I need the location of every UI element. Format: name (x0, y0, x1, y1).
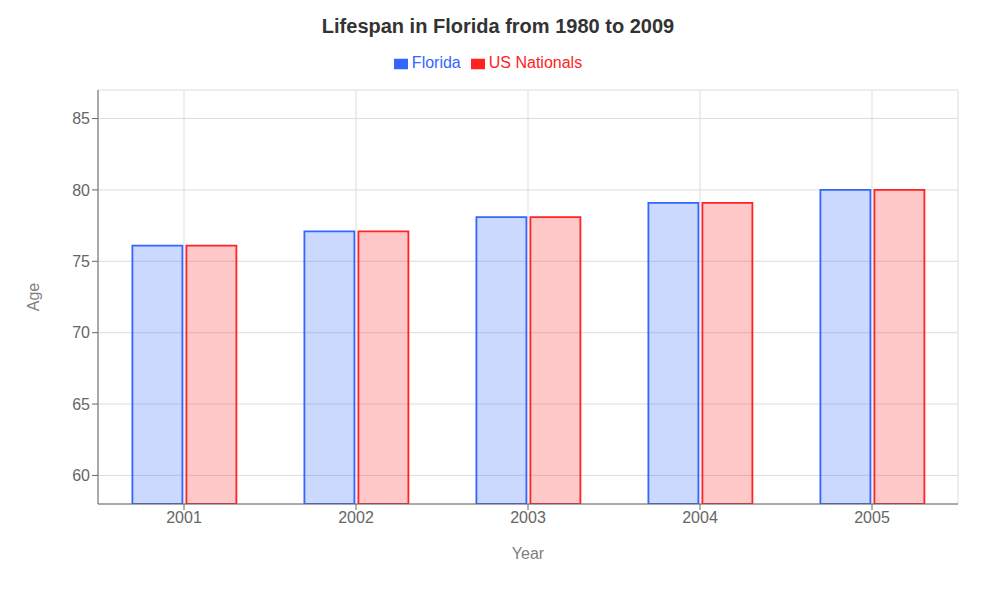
svg-text:2003: 2003 (510, 509, 546, 526)
svg-text:85: 85 (72, 110, 90, 127)
html-text:Lifespan in Florida from 1980: Lifespan in Florida from 1980 to 2009 (321, 15, 675, 37)
html-text:Florida: Florida (411, 54, 461, 71)
svg-text:70: 70 (72, 324, 90, 341)
svg-text:2001: 2001 (166, 509, 202, 526)
svg-text:75: 75 (72, 253, 90, 270)
svg-text:Age: Age (25, 283, 42, 312)
svg-text:80: 80 (72, 182, 90, 199)
svg-text:2002: 2002 (338, 509, 374, 526)
html-text:US Nationals: US Nationals (488, 54, 583, 71)
svg-text:65: 65 (72, 396, 90, 413)
svg-text:2004: 2004 (682, 509, 718, 526)
svg-text:2005: 2005 (854, 509, 890, 526)
svg-text:60: 60 (72, 467, 90, 484)
svg-text:Year: Year (512, 545, 545, 562)
